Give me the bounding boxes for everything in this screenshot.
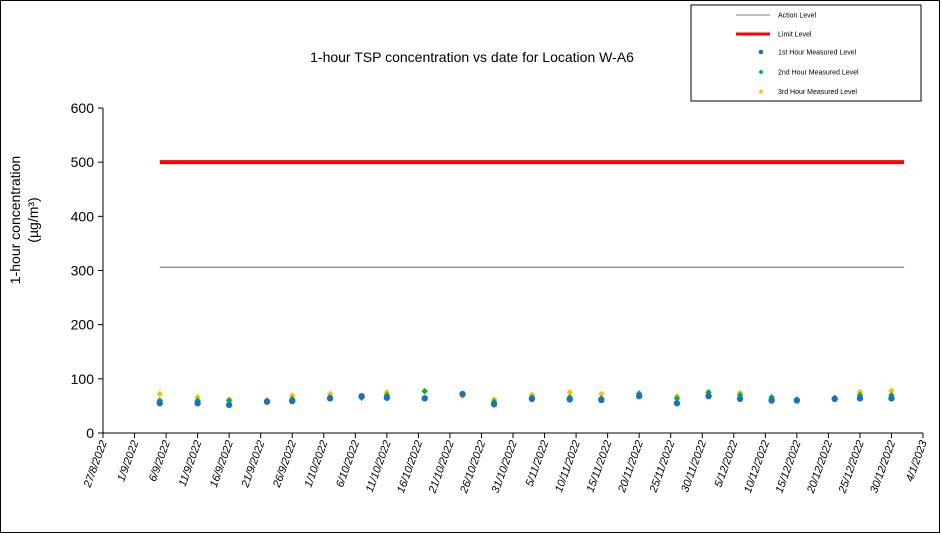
legend-series-2-label: 2nd Hour Measured Level [778, 70, 859, 77]
legend-box [690, 4, 922, 102]
data-points [156, 387, 895, 409]
series-1-point [793, 397, 801, 404]
x-tick-label: 20/12/2022 [805, 439, 835, 496]
x-tick-label: 21/9/2022 [239, 439, 267, 490]
series-1-point [856, 395, 864, 402]
series-1-point [673, 400, 681, 407]
series-3-point [598, 390, 605, 398]
x-axis-ticks: 27/8/2022 1/9/2022 6/9/2022 11/9/2022 16/9/2… [81, 433, 930, 496]
chart-title: 1-hour TSP concentration vs date for Loc… [310, 49, 634, 65]
series-1-point [888, 395, 895, 402]
legend-series-1-label: 1st Hour Measured Level [778, 50, 857, 57]
y-tick-label: 300 [71, 263, 95, 279]
series-1-point [831, 395, 838, 403]
x-tick-label: 16/10/2022 [395, 439, 425, 495]
x-tick-label: 25/12/2022 [836, 439, 866, 496]
legend: Action Level Limit Level 1st Hour Measur… [690, 4, 922, 102]
series-2-point [421, 388, 428, 395]
series-3-point [888, 387, 895, 394]
series-1-point [383, 394, 391, 401]
x-tick-label: 6/9/2022 [147, 439, 173, 483]
series-1-point [736, 395, 744, 403]
x-tick-label: 21/10/2022 [426, 439, 456, 496]
legend-action-level-label: Action Level [778, 13, 817, 20]
series-1-point [490, 401, 498, 408]
series-3-point [566, 389, 573, 396]
x-tick-label: 10/12/2022 [742, 439, 772, 495]
x-tick-label: 30/12/2022 [868, 439, 898, 495]
x-tick-label: 5/12/2022 [713, 439, 741, 489]
x-tick-label: 20/11/2022 [616, 439, 646, 495]
y-tick-label: 100 [71, 371, 95, 387]
legend-series-3-swatch [758, 89, 764, 94]
y-axis-label-line2: (µg/m³) [25, 197, 41, 242]
series-1-point [156, 400, 163, 407]
series-1-point [289, 397, 296, 405]
series-3-point [194, 394, 201, 401]
axes [102, 108, 923, 434]
x-tick-label: 10/11/2022 [553, 439, 583, 494]
y-tick-label: 400 [71, 208, 95, 224]
x-tick-label: 16/9/2022 [208, 439, 236, 489]
series-1-point [194, 400, 201, 407]
y-tick-label: 500 [71, 154, 95, 170]
x-tick-label: 15/12/2022 [774, 439, 804, 495]
y-axis-label-line1: 1-hour concentration [7, 156, 23, 284]
series-1-point [635, 392, 643, 400]
series-3-point [856, 388, 864, 396]
x-tick-label: 1/9/2022 [115, 439, 141, 483]
series-1-point [566, 396, 573, 403]
x-tick-label: 11/9/2022 [177, 439, 205, 488]
x-tick-label: 26/10/2022 [458, 439, 488, 496]
level-lines [159, 160, 905, 268]
series-1-point [225, 401, 233, 409]
x-tick-label: 1/10/2022 [303, 439, 331, 489]
series-3-point [289, 392, 296, 399]
series-1-point [768, 397, 775, 404]
series-1-point [598, 396, 605, 404]
series-1-point [705, 392, 712, 400]
x-tick-label: 26/9/2022 [271, 439, 299, 490]
y-axis-ticks: 0 100 200 300 400 500 600 [71, 100, 103, 441]
series-1-point [326, 395, 334, 402]
x-tick-label: 25/11/2022 [647, 439, 677, 495]
y-tick-label: 200 [71, 317, 95, 333]
legend-series-2-swatch [758, 69, 764, 75]
x-tick-label: 30/11/2022 [679, 439, 709, 494]
x-tick-label: 5/11/2022 [524, 439, 552, 488]
series-1-point [459, 390, 466, 398]
series-1-point [358, 392, 365, 400]
series-1-point [263, 398, 271, 405]
series-1-point [528, 395, 536, 403]
series-2-point [673, 395, 681, 402]
legend-series-1-swatch [758, 49, 764, 55]
series-3-point [156, 390, 163, 398]
x-tick-label: 11/10/2022 [364, 439, 394, 494]
series-1-point [421, 395, 428, 402]
x-tick-label: 31/10/2022 [490, 439, 520, 495]
x-tick-label: 6/10/2022 [334, 439, 362, 489]
legend-limit-level-label: Limit Level [778, 32, 812, 39]
y-tick-label: 0 [86, 425, 94, 441]
x-tick-label: 4/1/2023 [904, 438, 930, 483]
x-tick-label: 15/11/2022 [585, 439, 615, 494]
legend-series-3-label: 3rd Hour Measured Level [778, 89, 857, 96]
y-tick-label: 600 [71, 100, 95, 116]
x-tick-label: 27/8/2022 [81, 439, 109, 490]
